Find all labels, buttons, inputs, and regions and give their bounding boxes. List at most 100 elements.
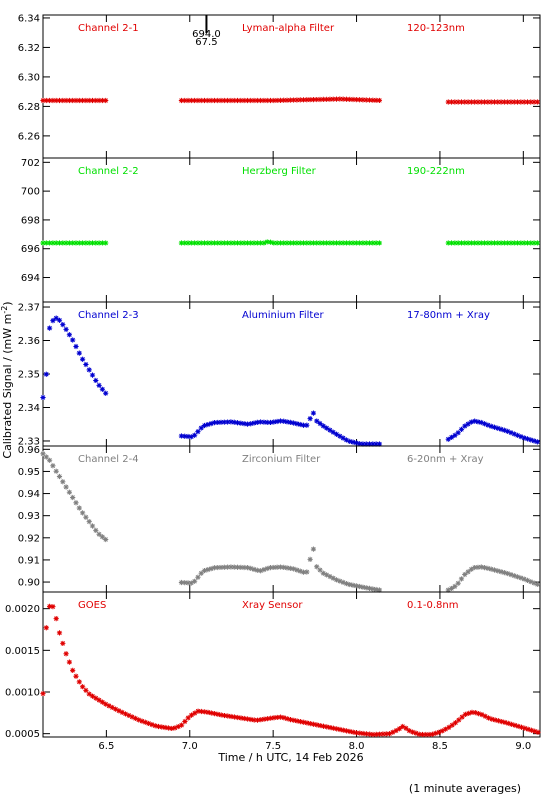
- data-point: [376, 240, 383, 246]
- data-series: [40, 603, 541, 738]
- data-point: [234, 240, 241, 246]
- data-point: [357, 583, 363, 590]
- data-point: [221, 419, 227, 425]
- data-point: [337, 578, 343, 584]
- data-point: [234, 420, 241, 426]
- data-point: [320, 423, 326, 429]
- data-point: [267, 419, 274, 426]
- data-point: [264, 716, 270, 722]
- data-point: [475, 564, 481, 570]
- data-point: [518, 434, 524, 440]
- data-point: [485, 715, 492, 721]
- data-point: [314, 564, 320, 570]
- data-point: [294, 97, 300, 103]
- data-point: [343, 96, 350, 102]
- data-point: [234, 97, 241, 104]
- data-point: [310, 546, 317, 552]
- data-point: [235, 714, 241, 721]
- data-point: [515, 723, 521, 729]
- data-point: [93, 240, 99, 246]
- data-point: [531, 438, 537, 444]
- data-point: [205, 567, 211, 573]
- data-point: [80, 97, 86, 104]
- data-point: [40, 97, 46, 104]
- data-point: [334, 726, 340, 732]
- data-point: [211, 240, 218, 246]
- data-point: [188, 97, 194, 104]
- data-point: [241, 564, 247, 571]
- data-point: [466, 710, 472, 716]
- data-point: [215, 97, 221, 104]
- data-point: [488, 566, 494, 572]
- data-point: [277, 418, 284, 424]
- data-point: [192, 710, 198, 716]
- data-point: [225, 240, 231, 246]
- data-point: [208, 421, 214, 427]
- data-point: [244, 565, 251, 571]
- data-point: [80, 510, 86, 516]
- data-point: [462, 99, 468, 105]
- data-point: [340, 435, 346, 441]
- data-point: [511, 99, 517, 105]
- data-point: [481, 99, 488, 105]
- data-point: [317, 567, 323, 573]
- data-point: [423, 731, 429, 738]
- data-point: [373, 97, 379, 103]
- data-point: [113, 706, 119, 712]
- data-point: [475, 99, 481, 105]
- data-point: [106, 703, 112, 709]
- data-point: [86, 97, 92, 104]
- data-point: [76, 97, 82, 104]
- data-point: [208, 566, 214, 572]
- data-point: [76, 679, 82, 685]
- data-point: [80, 356, 86, 362]
- data-point: [337, 96, 343, 102]
- data-point: [287, 240, 293, 246]
- panel-frame: [42, 591, 541, 738]
- data-point: [350, 729, 356, 735]
- data-point: [294, 567, 300, 573]
- data-point: [433, 730, 439, 736]
- data-point: [426, 731, 432, 738]
- data-point: [347, 96, 353, 102]
- data-point: [53, 240, 59, 246]
- data-point: [491, 99, 498, 105]
- data-point: [96, 531, 102, 537]
- data-point: [304, 569, 310, 575]
- data-point: [47, 325, 53, 331]
- y-tick-label: 2.37: [18, 303, 40, 314]
- y-tick-label: 6.26: [18, 131, 40, 142]
- data-point: [291, 240, 297, 246]
- data-point: [340, 96, 346, 102]
- data-point: [60, 479, 66, 485]
- data-point: [462, 240, 468, 246]
- data-point: [307, 97, 313, 103]
- data-point: [245, 716, 251, 722]
- data-point: [89, 372, 96, 378]
- data-point: [251, 420, 257, 426]
- data-point: [501, 569, 507, 576]
- x-tick-label: 8.5: [432, 741, 448, 752]
- data-point: [80, 240, 86, 246]
- data-point: [53, 315, 59, 321]
- data-point: [337, 433, 343, 439]
- data-point: [70, 667, 76, 673]
- data-point: [43, 454, 49, 460]
- x-tick-label: 7.5: [265, 741, 281, 752]
- data-point: [324, 240, 330, 246]
- data-point: [468, 99, 474, 105]
- data-point: [498, 240, 504, 246]
- data-point: [86, 367, 92, 373]
- data-point: [201, 97, 208, 104]
- y-tick-label: 0.0015: [5, 646, 40, 657]
- data-point: [99, 534, 105, 540]
- data-point: [169, 725, 175, 732]
- data-point: [254, 567, 260, 573]
- data-point: [488, 240, 494, 246]
- data-point: [238, 420, 244, 426]
- data-point: [330, 96, 336, 102]
- data-point: [340, 579, 346, 585]
- y-tick-label: 0.92: [18, 533, 40, 544]
- data-point: [188, 240, 194, 246]
- data-point: [66, 659, 72, 665]
